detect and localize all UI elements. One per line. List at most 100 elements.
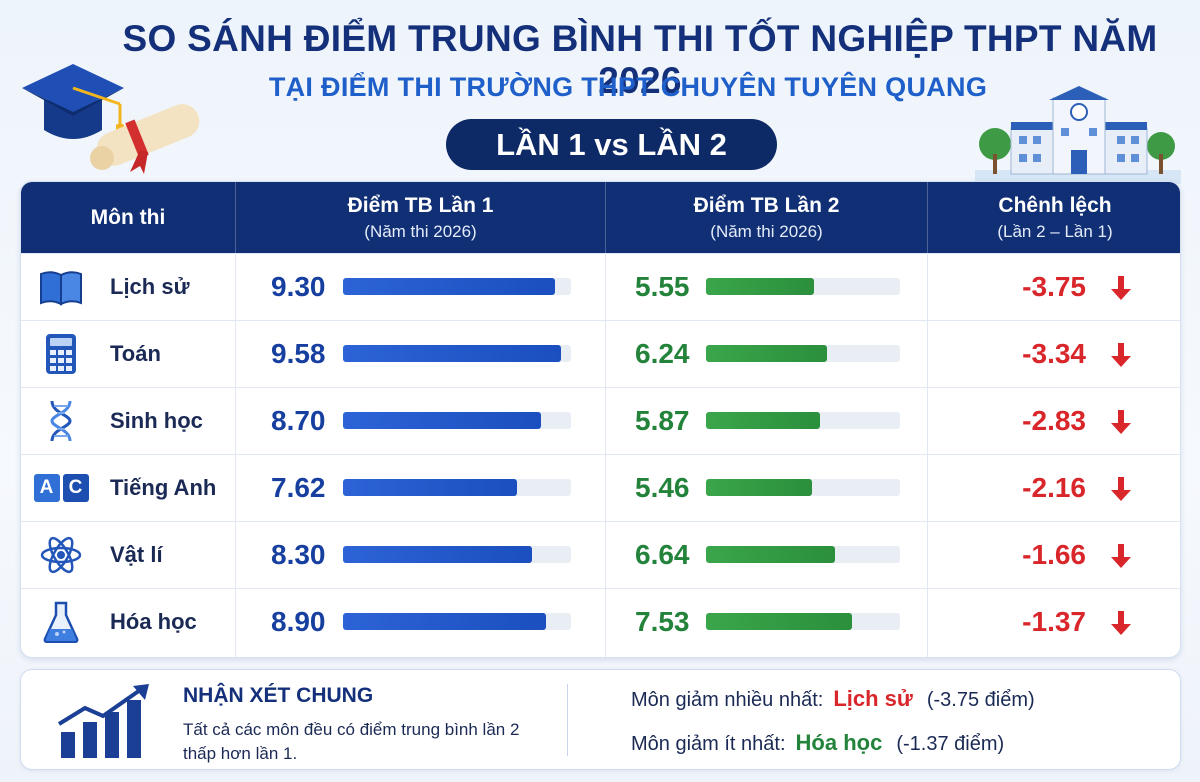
summary-text: Tất cả các môn đều có điểm trung bình lầ… <box>183 720 520 763</box>
round2-value: 7.53 <box>635 606 690 637</box>
header-round2-sublabel: (Năm thi 2026) <box>710 221 823 241</box>
summary-divider <box>567 684 568 756</box>
table-row: Lịch sử 9.30 5.55 -3.75 <box>21 253 1180 320</box>
header-round1: Điểm TB Lần 1 (Năm thi 2026) <box>235 182 605 253</box>
book-icon <box>39 266 83 308</box>
graduation-cap-icon <box>22 64 124 139</box>
stat-least-value: (-1.37 điểm) <box>896 733 1005 755</box>
down-arrow-icon <box>1111 410 1131 434</box>
round1-bar-track <box>343 479 571 496</box>
header-diff-sublabel: (Lần 2 – Lần 1) <box>997 221 1113 241</box>
page-title: SO SÁNH ĐIỂM TRUNG BÌNH THI TỐT NGHIỆP T… <box>122 18 1158 101</box>
header-diff-label: Chênh lệch <box>998 193 1112 217</box>
round1-bar-track <box>343 613 571 630</box>
round2-bar-track <box>706 546 900 563</box>
round2-bar <box>706 546 835 563</box>
score-table: Môn thi Điểm TB Lần 1 (Năm thi 2026) Điể… <box>20 181 1181 658</box>
summary-panel: NHẬN XÉT CHUNG Tất cả các môn đều có điể… <box>20 669 1181 770</box>
header-diff: Chênh lệch (Lần 2 – Lần 1) <box>927 182 1180 253</box>
stat-most-value: (-3.75 điểm) <box>926 689 1035 711</box>
down-arrow-icon <box>1111 477 1131 501</box>
round2-bar <box>706 412 820 429</box>
subject-name: Sinh học <box>110 408 203 433</box>
atom-icon <box>39 534 83 576</box>
round1-bar <box>343 345 562 362</box>
header-subject: Môn thi <box>21 182 235 253</box>
subject-name: Hóa học <box>110 609 197 634</box>
column-divider <box>605 253 606 657</box>
stat-most-subject: Lịch sử <box>833 686 913 711</box>
round2-value: 5.87 <box>635 405 690 436</box>
round2-bar <box>706 613 853 630</box>
stat-least-label: Môn giảm ít nhất: <box>631 733 786 755</box>
flask-icon <box>39 601 83 643</box>
calculator-icon <box>39 333 83 375</box>
table-row: Hóa học 8.90 7.53 -1.37 <box>21 588 1180 655</box>
round2-value: 6.24 <box>635 338 690 369</box>
growth-chart-icon <box>57 684 149 758</box>
comparison-badge: LẦN 1 vs LẦN 2 <box>446 119 777 170</box>
down-arrow-icon <box>1111 343 1131 367</box>
diff-value: -2.16 <box>1022 472 1086 503</box>
round1-bar-track <box>343 412 571 429</box>
table-row: Toán 9.58 6.24 -3.34 <box>21 320 1180 387</box>
stat-most-decrease: Môn giảm nhiều nhất: Lịch sử (-3.75 điểm… <box>631 686 1035 712</box>
round2-value: 6.64 <box>635 539 690 570</box>
header-round1-sublabel: (Năm thi 2026) <box>364 221 477 241</box>
round1-bar <box>343 479 517 496</box>
header-round2-label: Điểm TB Lần 2 <box>693 193 840 217</box>
round2-value: 5.55 <box>635 271 690 302</box>
subject-name: Vật lí <box>110 542 163 567</box>
down-arrow-icon <box>1111 611 1131 635</box>
round2-bar-track <box>706 345 900 362</box>
column-divider <box>235 253 236 657</box>
round1-bar-track <box>343 546 571 563</box>
diff-value: -1.66 <box>1022 539 1086 570</box>
diff-value: -3.75 <box>1022 271 1086 302</box>
subject-name: Tiếng Anh <box>110 475 217 500</box>
round2-bar <box>706 345 828 362</box>
round1-value: 9.30 <box>271 271 326 302</box>
round1-bar <box>343 613 546 630</box>
round2-bar <box>706 278 814 295</box>
round1-bar <box>343 546 533 563</box>
table-row: Vật lí 8.30 6.64 -1.66 <box>21 521 1180 588</box>
diff-value: -3.34 <box>1022 338 1086 369</box>
down-arrow-icon <box>1111 544 1131 568</box>
column-divider <box>927 253 928 657</box>
round2-bar-track <box>706 278 900 295</box>
round1-value: 9.58 <box>271 338 326 369</box>
summary-title: NHẬN XÉT CHUNG <box>183 684 374 707</box>
stat-least-subject: Hóa học <box>795 730 883 755</box>
round2-bar-track <box>706 479 900 496</box>
round2-bar-track <box>706 412 900 429</box>
header-round2: Điểm TB Lần 2 (Năm thi 2026) <box>605 182 927 253</box>
dna-icon <box>39 400 83 442</box>
down-arrow-icon <box>1111 276 1131 300</box>
round1-value: 8.30 <box>271 539 326 570</box>
round2-bar-track <box>706 613 900 630</box>
subject-name: Toán <box>110 341 161 366</box>
subject-name: Lịch sử <box>110 274 190 299</box>
round2-bar <box>706 479 812 496</box>
round1-value: 8.70 <box>271 405 326 436</box>
diploma-scroll-icon <box>90 104 200 174</box>
page-subtitle: TẠI ĐIỂM THI TRƯỜNG THPT CHUYÊN TUYÊN QU… <box>268 72 988 102</box>
round1-bar <box>343 412 542 429</box>
table-header: Môn thi Điểm TB Lần 1 (Năm thi 2026) Điể… <box>21 182 1180 253</box>
header-round1-label: Điểm TB Lần 1 <box>347 193 494 217</box>
round1-value: 8.90 <box>271 606 326 637</box>
header-subject-label: Môn thi <box>90 205 166 229</box>
school-building-icon <box>975 86 1181 184</box>
stat-most-label: Môn giảm nhiều nhất: <box>631 689 824 711</box>
table-row: Sinh học 8.70 5.87 -2.83 <box>21 387 1180 454</box>
diff-value: -1.37 <box>1022 606 1086 637</box>
round1-bar <box>343 278 556 295</box>
round1-bar-track <box>343 278 571 295</box>
round1-bar-track <box>343 345 571 362</box>
stat-least-decrease: Môn giảm ít nhất: Hóa học (-1.37 điểm) <box>631 730 1004 756</box>
round1-value: 7.62 <box>271 472 326 503</box>
round2-value: 5.46 <box>635 472 690 503</box>
diff-value: -2.83 <box>1022 405 1086 436</box>
